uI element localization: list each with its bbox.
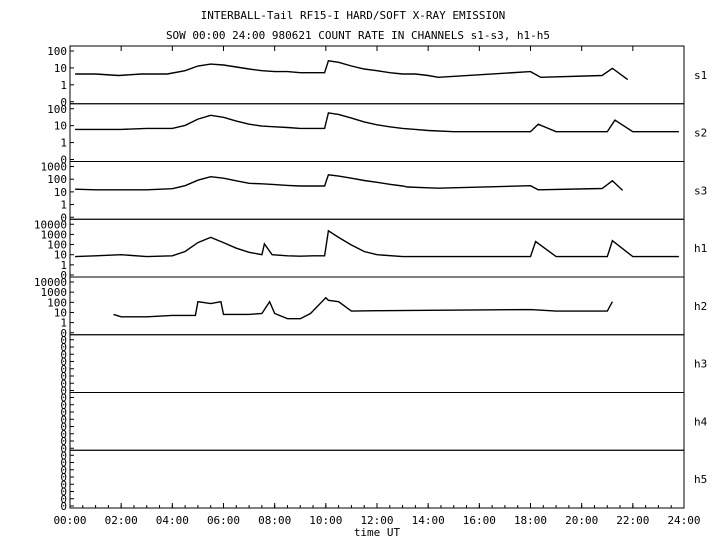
y-tick-label: 0 xyxy=(60,449,67,462)
y-tick-label: 0 xyxy=(60,334,67,347)
y-tick-label: 0 xyxy=(60,464,67,477)
panels-group: 1001010s11001010s210001001010s3100001000… xyxy=(34,45,708,513)
x-tick-label: 22:00 xyxy=(616,514,649,527)
series-line-s2 xyxy=(75,112,679,133)
y-tick-label: 10 xyxy=(54,186,67,199)
panel-frame xyxy=(69,218,685,278)
y-tick-label: 0 xyxy=(60,478,67,491)
panel-frame xyxy=(69,334,685,393)
y-tick-label: 0 xyxy=(60,457,67,470)
channel-label-h3: h3 xyxy=(694,358,707,371)
y-tick-label: 0 xyxy=(60,154,67,167)
y-tick-label: 0 xyxy=(60,269,67,282)
y-tick-label: 0 xyxy=(60,363,67,376)
y-tick-label: 10000 xyxy=(34,276,67,289)
y-tick-label: 0 xyxy=(60,356,67,369)
y-tick-label: 0 xyxy=(60,211,67,224)
channel-label-s1: s1 xyxy=(694,69,707,82)
y-tick-label: 100 xyxy=(47,45,67,58)
y-tick-label: 0 xyxy=(60,399,67,412)
x-axis: 00:00 02:00 04:00 06:00 08:00 10:00 12:00 14:00… xyxy=(53,46,701,527)
y-tick-label: 100 xyxy=(47,173,67,186)
x-tick-label: 08:00 xyxy=(258,514,291,527)
y-tick-label: 1000 xyxy=(41,228,68,241)
x-axis-label: time UT xyxy=(354,526,401,539)
y-tick-label: 0 xyxy=(60,370,67,383)
y-tick-label: 0 xyxy=(60,341,67,354)
y-tick-label: 0 xyxy=(60,428,67,441)
x-tick-label: 06:00 xyxy=(207,514,240,527)
channel-label-s2: s2 xyxy=(694,127,707,140)
y-tick-label: 0 xyxy=(60,377,67,390)
x-tick-label: 04:00 xyxy=(156,514,189,527)
y-tick-label: 1 xyxy=(60,199,67,212)
x-tick-label: 16:00 xyxy=(463,514,496,527)
y-tick-label: 100 xyxy=(47,239,67,252)
series-line-s3 xyxy=(75,174,624,191)
y-tick-label: 1000 xyxy=(41,161,68,174)
y-tick-label: 0 xyxy=(60,348,67,361)
x-tick-label: 02:00 xyxy=(105,514,138,527)
panel-frame xyxy=(69,103,685,162)
chart-title: INTERBALL-Tail RF15-I HARD/SOFT X-RAY EM… xyxy=(201,9,506,22)
x-tick-label: 20:00 xyxy=(565,514,598,527)
y-tick-label: 0 xyxy=(60,327,67,340)
x-tick-label: 10:00 xyxy=(309,514,342,527)
y-tick-label: 10 xyxy=(54,62,67,75)
y-tick-label: 0 xyxy=(60,406,67,419)
y-tick-label: 0 xyxy=(60,421,67,434)
y-tick-label: 0 xyxy=(60,442,67,455)
y-tick-label: 1 xyxy=(60,79,67,92)
y-tick-label: 10000 xyxy=(34,218,67,231)
panel-frame xyxy=(69,392,685,451)
y-tick-label: 0 xyxy=(60,471,67,484)
y-tick-label: 0 xyxy=(60,486,67,499)
panel-frame xyxy=(69,276,685,336)
y-tick-label: 100 xyxy=(47,103,67,116)
panel-frame xyxy=(69,45,685,105)
panel-frame xyxy=(69,449,685,509)
x-tick-label: 14:00 xyxy=(412,514,445,527)
channel-label-h5: h5 xyxy=(694,473,707,486)
y-tick-label: 0 xyxy=(60,500,67,513)
series-line-h2 xyxy=(113,296,614,320)
y-tick-label: 1 xyxy=(60,259,67,272)
channel-label-h1: h1 xyxy=(694,242,707,255)
y-tick-label: 0 xyxy=(60,493,67,506)
y-tick-label: 0 xyxy=(60,435,67,448)
y-tick-label: 1 xyxy=(60,317,67,330)
y-tick-label: 1 xyxy=(60,137,67,150)
series-line-s1 xyxy=(75,60,629,81)
y-tick-label: 1000 xyxy=(41,286,68,299)
y-tick-label: 0 xyxy=(60,385,67,398)
y-tick-label: 10 xyxy=(54,249,67,262)
y-tick-label: 0 xyxy=(60,96,67,109)
y-tick-label: 100 xyxy=(47,296,67,309)
channel-label-s3: s3 xyxy=(694,184,707,197)
channel-label-h2: h2 xyxy=(694,300,707,313)
x-tick-label: 00:00 xyxy=(53,514,86,527)
chart-subtitle: SOW 00:00 24:00 980621 COUNT RATE IN CHA… xyxy=(166,29,550,42)
y-tick-label: 0 xyxy=(60,392,67,405)
y-tick-label: 0 xyxy=(60,413,67,426)
y-tick-label: 10 xyxy=(54,306,67,319)
y-tick-label: 10 xyxy=(54,120,67,133)
x-tick-label: 12:00 xyxy=(360,514,393,527)
series-line-h1 xyxy=(75,229,679,258)
x-tick-label: 24:00 xyxy=(667,514,700,527)
panel-frame xyxy=(69,161,685,220)
channel-label-h4: h4 xyxy=(694,415,708,428)
x-tick-label: 18:00 xyxy=(514,514,547,527)
